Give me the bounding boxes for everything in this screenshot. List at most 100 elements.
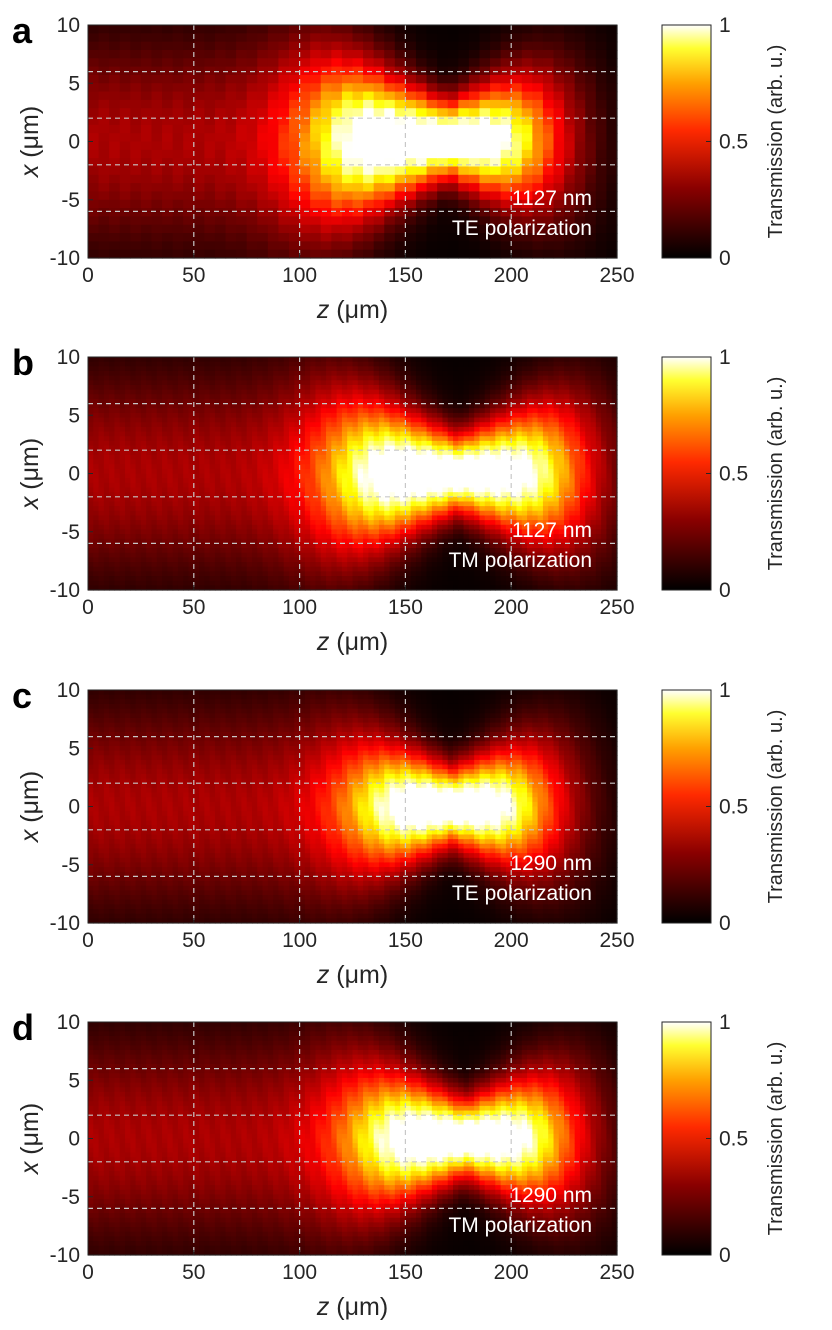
heatmap-cell: [109, 487, 116, 493]
heatmap-cell: [278, 149, 290, 159]
heatmap-cell: [299, 389, 306, 395]
heatmap-cell: [109, 548, 116, 554]
heatmap-cell: [278, 370, 285, 377]
heatmap-cell: [405, 208, 417, 217]
heatmap-cell: [320, 191, 332, 201]
heatmap-cell: [421, 543, 428, 549]
heatmap-cell: [384, 361, 391, 367]
heatmap-cell: [267, 454, 274, 461]
heatmap-cell: [384, 510, 391, 517]
heatmap-cell: [109, 249, 121, 259]
heatmap-cell: [331, 74, 343, 84]
heatmap-cell: [453, 394, 459, 400]
heatmap-cell: [373, 133, 385, 143]
heatmap-cell: [262, 370, 269, 377]
heatmap-cell: [88, 422, 94, 428]
heatmap-cell: [542, 249, 555, 259]
heatmap-cell: [93, 357, 100, 363]
heatmap-cell: [109, 524, 116, 531]
heatmap-cell: [257, 543, 264, 549]
heatmap-cell: [188, 450, 195, 456]
heatmap-cell: [199, 482, 205, 489]
heatmap-cell: [146, 576, 153, 582]
heatmap-cell: [431, 510, 438, 517]
heatmap-cell: [267, 108, 280, 118]
heatmap-cell: [363, 445, 369, 451]
heatmap-cell: [283, 408, 290, 414]
heatmap-cell: [299, 25, 311, 34]
heatmap-cell: [368, 515, 375, 521]
heatmap-cell: [363, 74, 375, 84]
heatmap-cell: [278, 464, 285, 470]
heatmap-cell: [146, 361, 153, 367]
heatmap-cell: [363, 375, 369, 381]
heatmap-cell: [331, 366, 338, 372]
heatmap-cell: [400, 482, 406, 489]
heatmap-cell: [320, 241, 332, 251]
heatmap-cell: [289, 133, 301, 143]
heatmap-cell: [542, 241, 555, 251]
heatmap-cell: [151, 534, 158, 540]
heatmap-cell: [336, 464, 343, 470]
heatmap-cell: [341, 538, 348, 544]
heatmap-cell: [511, 116, 523, 126]
heatmap-cell: [400, 431, 406, 437]
heatmap-cell: [553, 174, 565, 184]
heatmap-cell: [521, 41, 533, 51]
heatmap-cell: [109, 538, 116, 544]
heatmap-cell: [347, 482, 354, 489]
heatmap-cell: [251, 450, 258, 456]
heatmap-cell: [162, 249, 174, 259]
heatmap-cell: [140, 445, 147, 451]
heatmap-cell: [156, 431, 163, 437]
heatmap-cell: [230, 445, 237, 451]
heatmap-cell: [294, 543, 301, 549]
heatmap-cell: [511, 191, 523, 201]
heatmap-cell: [278, 408, 285, 414]
heatmap-cell: [88, 520, 94, 526]
heatmap-cell: [320, 562, 327, 568]
heatmap-cell: [257, 450, 264, 456]
heatmap-cell: [426, 191, 438, 201]
heatmap-cell: [135, 389, 142, 395]
heatmap-cell: [262, 496, 269, 503]
heatmap-cell: [267, 174, 280, 184]
heatmap-cell: [246, 384, 253, 391]
heatmap-cell: [130, 208, 142, 217]
heatmap-cell: [257, 426, 264, 433]
heatmap-cell: [220, 580, 227, 586]
heatmap-cell: [368, 361, 375, 367]
heatmap-cell: [326, 487, 332, 493]
heatmap-cell: [415, 398, 422, 405]
heatmap-cell: [352, 133, 364, 143]
heatmap-cell: [378, 473, 385, 479]
heatmap-cell: [267, 436, 274, 442]
heatmap-cell: [368, 412, 375, 419]
heatmap-cell: [98, 174, 110, 184]
heatmap-cell: [88, 576, 94, 582]
heatmap-cell: [172, 473, 179, 479]
heatmap-cell: [553, 108, 565, 118]
heatmap-cell: [442, 408, 449, 414]
heatmap-cell: [299, 191, 311, 201]
heatmap-cell: [421, 580, 428, 586]
heatmap-cell: [267, 566, 274, 572]
heatmap-cell: [236, 158, 248, 168]
heatmap-cell: [294, 473, 301, 479]
heatmap-cell: [405, 199, 417, 209]
heatmap-cell: [236, 124, 248, 134]
heatmap-cell: [283, 506, 290, 512]
heatmap-cell: [220, 403, 227, 409]
heatmap-cell: [299, 408, 306, 414]
heatmap-cell: [326, 380, 332, 386]
heatmap-cell: [410, 501, 417, 507]
heatmap-cell: [352, 389, 359, 395]
heatmap-cell: [431, 450, 438, 456]
heatmap-cell: [172, 49, 184, 59]
heatmap-cell: [214, 501, 221, 507]
heatmap-cell: [241, 384, 248, 391]
heatmap-cell: [299, 445, 306, 451]
heatmap-cell: [130, 149, 142, 159]
heatmap-cell: [378, 566, 385, 572]
heatmap-cell: [230, 510, 237, 517]
